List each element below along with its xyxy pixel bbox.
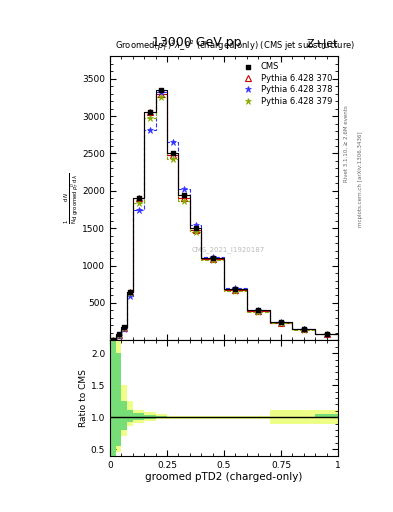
Pythia 6.428 378 xyxy=(122,326,127,332)
Y-axis label: Ratio to CMS: Ratio to CMS xyxy=(79,369,88,427)
Pythia 6.428 378 xyxy=(110,337,115,343)
X-axis label: groomed pTD2 (charged-only): groomed pTD2 (charged-only) xyxy=(145,472,303,482)
Text: Rivet 3.1.10, ≥ 2.6M events: Rivet 3.1.10, ≥ 2.6M events xyxy=(344,105,349,182)
Text: Groomed$(p_T^D)^2\lambda\_0^2$ (charged only) (CMS jet substructure): Groomed$(p_T^D)^2\lambda\_0^2$ (charged … xyxy=(115,38,355,53)
CMS xyxy=(170,150,176,158)
Pythia 6.428 379 xyxy=(233,288,238,294)
Line: Pythia 6.428 378: Pythia 6.428 378 xyxy=(109,89,330,344)
CMS xyxy=(158,86,165,94)
Pythia 6.428 378 xyxy=(256,307,261,313)
CMS xyxy=(209,254,216,262)
Pythia 6.428 370 xyxy=(116,332,121,338)
Pythia 6.428 370 xyxy=(148,109,152,115)
Text: 13000 GeV pp: 13000 GeV pp xyxy=(152,36,241,49)
Pythia 6.428 370 xyxy=(324,331,329,337)
Pythia 6.428 379 xyxy=(159,94,164,100)
Pythia 6.428 370 xyxy=(136,195,141,201)
CMS xyxy=(232,285,239,293)
Pythia 6.428 378 xyxy=(233,285,238,291)
Pythia 6.428 378 xyxy=(148,126,152,133)
Pythia 6.428 378 xyxy=(210,253,215,260)
Pythia 6.428 370 xyxy=(301,327,306,333)
Pythia 6.428 379 xyxy=(182,198,187,204)
Pythia 6.428 370 xyxy=(256,308,261,314)
Pythia 6.428 379 xyxy=(301,327,306,333)
CMS xyxy=(301,325,307,333)
CMS xyxy=(127,288,133,296)
Pythia 6.428 370 xyxy=(171,152,175,158)
Pythia 6.428 379 xyxy=(171,156,175,162)
Pythia 6.428 379 xyxy=(210,257,215,263)
Pythia 6.428 370 xyxy=(279,320,283,326)
Pythia 6.428 379 xyxy=(256,308,261,314)
Pythia 6.428 370 xyxy=(193,227,198,233)
CMS xyxy=(278,318,284,327)
Pythia 6.428 370 xyxy=(128,289,132,295)
Text: Z+Jet: Z+Jet xyxy=(307,38,338,49)
Pythia 6.428 378 xyxy=(171,139,175,145)
Pythia 6.428 379 xyxy=(110,337,115,343)
Pythia 6.428 379 xyxy=(136,200,141,206)
CMS xyxy=(193,224,198,232)
Text: CMS_2021_I1920187: CMS_2021_I1920187 xyxy=(192,246,265,253)
CMS xyxy=(147,108,153,116)
Pythia 6.428 378 xyxy=(159,89,164,95)
CMS xyxy=(135,194,142,202)
CMS xyxy=(116,330,122,338)
Pythia 6.428 379 xyxy=(279,320,283,326)
Pythia 6.428 370 xyxy=(210,256,215,262)
Pythia 6.428 378 xyxy=(182,186,187,193)
Pythia 6.428 370 xyxy=(110,337,115,343)
Pythia 6.428 370 xyxy=(122,325,127,331)
Pythia 6.428 378 xyxy=(128,293,132,300)
Pythia 6.428 378 xyxy=(301,326,306,332)
CMS xyxy=(255,306,261,314)
Legend: CMS, Pythia 6.428 370, Pythia 6.428 378, Pythia 6.428 379: CMS, Pythia 6.428 370, Pythia 6.428 378,… xyxy=(237,60,334,108)
Y-axis label: $\frac{1}{\mathrm{N}}\frac{\mathrm{d}N}{\mathrm{d}\,\mathrm{groomed}\,p_T^D\,\ma: $\frac{1}{\mathrm{N}}\frac{\mathrm{d}N}{… xyxy=(62,173,81,224)
CMS xyxy=(121,323,127,331)
Line: Pythia 6.428 370: Pythia 6.428 370 xyxy=(110,91,329,343)
Pythia 6.428 378 xyxy=(193,222,198,228)
Pythia 6.428 378 xyxy=(116,333,121,339)
Pythia 6.428 378 xyxy=(136,206,141,212)
Pythia 6.428 379 xyxy=(193,229,198,235)
Pythia 6.428 378 xyxy=(324,331,329,337)
Pythia 6.428 379 xyxy=(148,115,152,121)
Pythia 6.428 378 xyxy=(279,319,283,325)
Pythia 6.428 379 xyxy=(324,331,329,337)
Text: mcplots.cern.ch [arXiv:1306.3436]: mcplots.cern.ch [arXiv:1306.3436] xyxy=(358,132,363,227)
CMS xyxy=(110,336,116,344)
Pythia 6.428 370 xyxy=(182,195,187,201)
Pythia 6.428 370 xyxy=(233,287,238,293)
Pythia 6.428 379 xyxy=(128,290,132,296)
CMS xyxy=(181,190,187,199)
Line: Pythia 6.428 379: Pythia 6.428 379 xyxy=(109,93,330,344)
Pythia 6.428 379 xyxy=(122,325,127,331)
Pythia 6.428 370 xyxy=(159,91,164,97)
Pythia 6.428 379 xyxy=(116,332,121,338)
CMS xyxy=(323,330,330,338)
